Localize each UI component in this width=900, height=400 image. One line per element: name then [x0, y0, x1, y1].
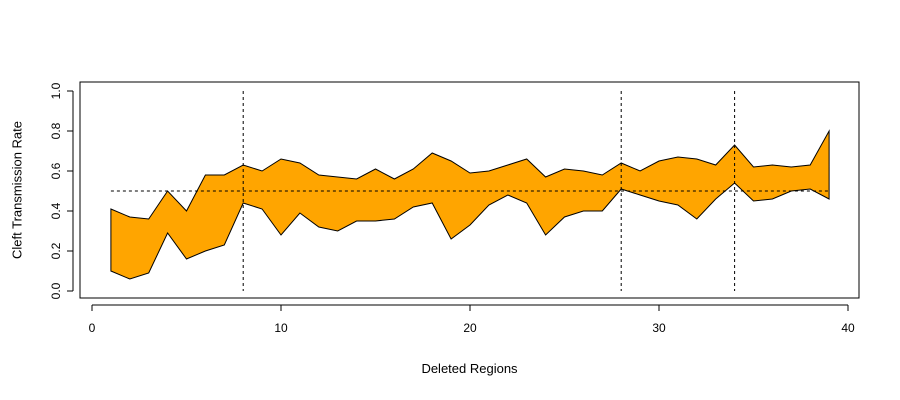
x-tick-label: 30 — [652, 321, 666, 335]
x-tick-label: 40 — [841, 321, 855, 335]
y-axis-title: Cleft Transmission Rate — [10, 121, 25, 259]
y-axis: 0.0 0.2 0.4 0.6 0.8 1.0 — [49, 82, 74, 299]
band-layer — [110, 129, 830, 280]
x-axis: 0 10 20 30 40 — [89, 304, 855, 335]
plot-frame — [79, 81, 860, 299]
x-axis-title: Deleted Regions — [421, 361, 518, 376]
y-tick-label: 0.2 — [49, 242, 63, 259]
x-tick-label: 20 — [463, 321, 477, 335]
x-tick-label: 10 — [274, 321, 288, 335]
y-tick-label: 0.4 — [49, 202, 63, 219]
y-tick-label: 1.0 — [49, 82, 63, 99]
confidence-band — [110, 129, 830, 280]
y-tick-label: 0.6 — [49, 162, 63, 179]
y-tick-label: 0.8 — [49, 122, 63, 139]
x-tick-label: 0 — [89, 321, 96, 335]
y-tick-label: 0.0 — [49, 282, 63, 299]
